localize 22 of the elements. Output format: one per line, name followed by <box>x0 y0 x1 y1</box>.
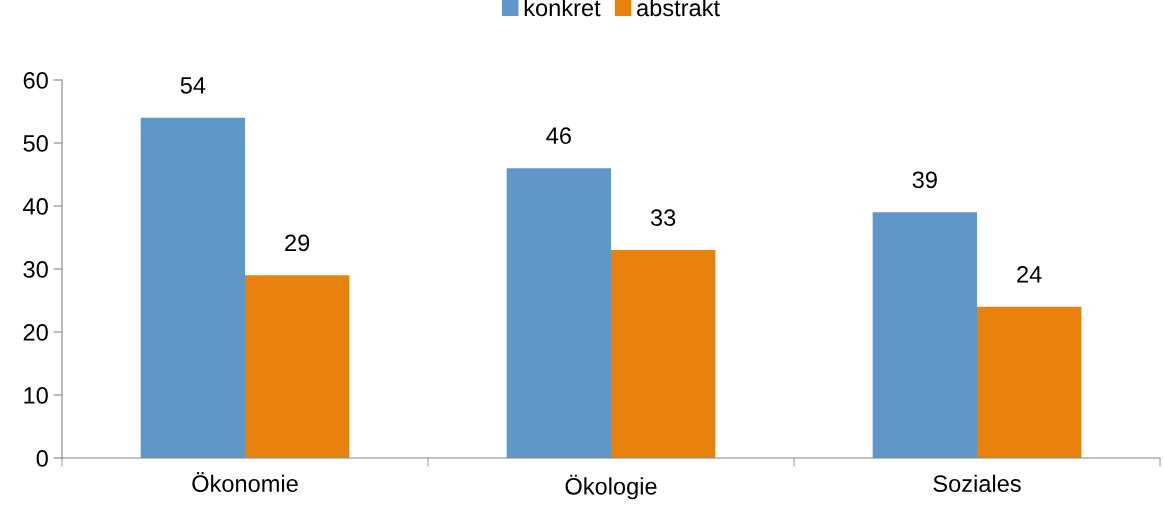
bar <box>611 250 716 458</box>
y-tick-label: 50 <box>23 135 48 152</box>
x-tick-label: Soziales <box>933 474 1021 493</box>
bar <box>245 275 350 458</box>
x-tick-label: Ökonomie <box>192 472 298 493</box>
y-tick-label: 60 <box>23 72 48 89</box>
x-tick-label: Ökologie <box>565 474 657 500</box>
data-label: 33 <box>650 209 676 226</box>
data-label: 24 <box>1017 265 1042 283</box>
bar <box>140 117 245 458</box>
data-label: 46 <box>546 127 571 145</box>
data-label: 39 <box>912 171 937 189</box>
bar <box>506 168 611 458</box>
y-tick-label: 0 <box>36 450 48 467</box>
data-label: 29 <box>285 234 310 252</box>
y-tick-label: 20 <box>23 324 48 341</box>
data-label: 54 <box>180 77 206 94</box>
bar <box>872 212 977 458</box>
y-tick-label: 30 <box>23 261 48 278</box>
y-tick-label: 40 <box>23 198 48 215</box>
bar <box>977 306 1082 458</box>
y-tick-label: 10 <box>24 387 48 404</box>
